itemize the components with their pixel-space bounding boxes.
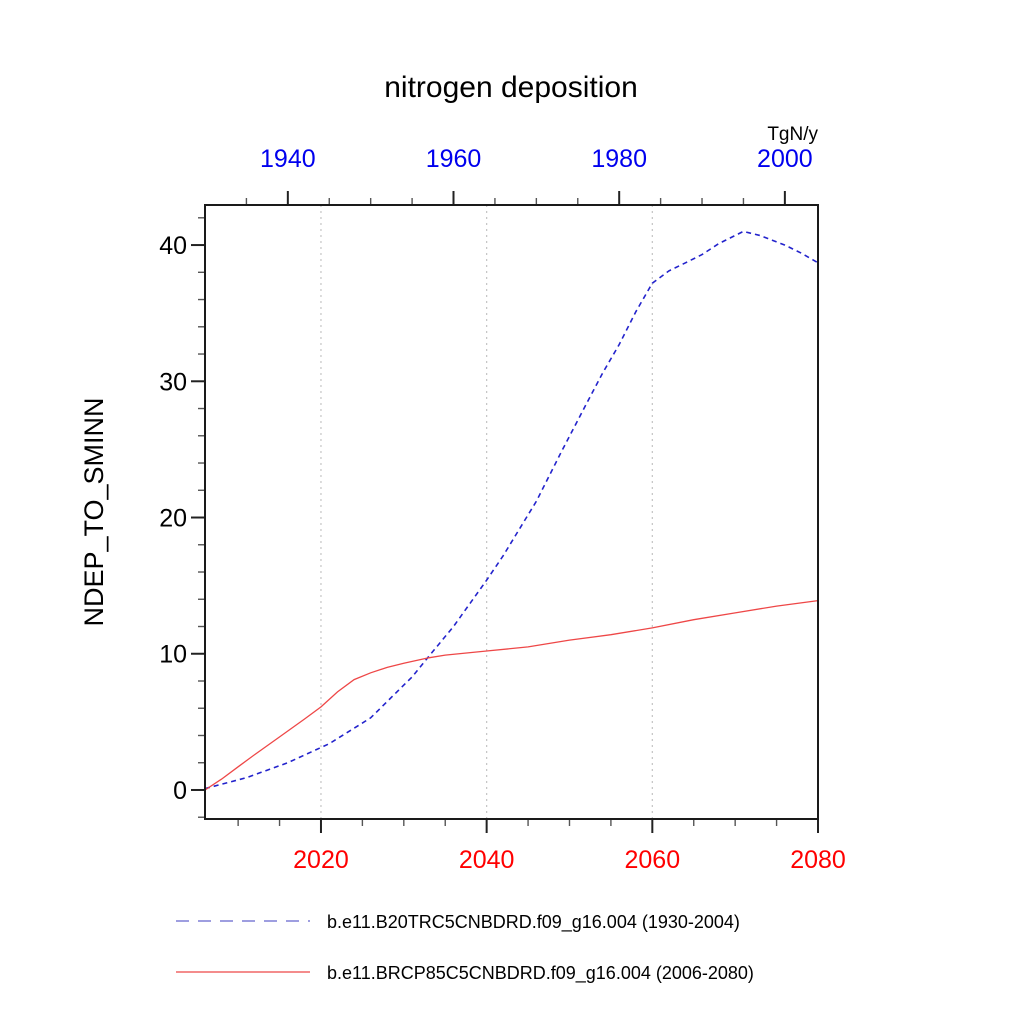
legend-label-historical: b.e11.B20TRC5CNBDRD.f09_g16.004 (1930-20… — [327, 912, 740, 933]
plot-area-frame — [204, 204, 819, 820]
series-line-0 — [204, 230, 819, 790]
gridlines — [320, 205, 653, 819]
legend-entry-historical: b.e11.B20TRC5CNBDRD.f09_g16.004 (1930-20… — [176, 912, 740, 933]
top-tick-label-1960: 1960 — [426, 145, 482, 173]
bottom-tick-label-2080: 2080 — [790, 846, 846, 874]
top-tick-label-1940: 1940 — [260, 145, 316, 173]
bottom-tick-label-2040: 2040 — [459, 846, 515, 874]
left-tick-label-10: 10 — [159, 641, 187, 669]
chart-title: nitrogen deposition — [384, 71, 638, 104]
bottom-tick-label-2020: 2020 — [293, 846, 349, 874]
left-tick-label-40: 40 — [159, 232, 187, 260]
y-axis-title: NDEP_TO_SMINN — [79, 397, 109, 626]
series-lines — [204, 230, 819, 791]
top-tick-label-2000: 2000 — [757, 145, 813, 173]
top-tick-label-1980: 1980 — [591, 145, 647, 173]
legend: b.e11.B20TRC5CNBDRD.f09_g16.004 (1930-20… — [176, 912, 754, 984]
axis-tick-labels: 2020 2040 2060 2080 1940 1960 1980 2000 0 10 20 30 4… — [159, 145, 846, 874]
unit-label: TgN/y — [767, 124, 818, 145]
bottom-tick-label-2060: 2060 — [625, 846, 681, 874]
left-tick-label-20: 20 — [159, 505, 187, 533]
series-line-1 — [204, 599, 819, 791]
axis-ticks — [191, 191, 819, 833]
legend-entry-rcp85: b.e11.BRCP85C5CNBDRD.f09_g16.004 (2006-2… — [176, 963, 754, 984]
left-tick-label-0: 0 — [173, 777, 187, 805]
legend-label-rcp85: b.e11.BRCP85C5CNBDRD.f09_g16.004 (2006-2… — [327, 963, 754, 984]
left-tick-label-30: 30 — [159, 368, 187, 396]
